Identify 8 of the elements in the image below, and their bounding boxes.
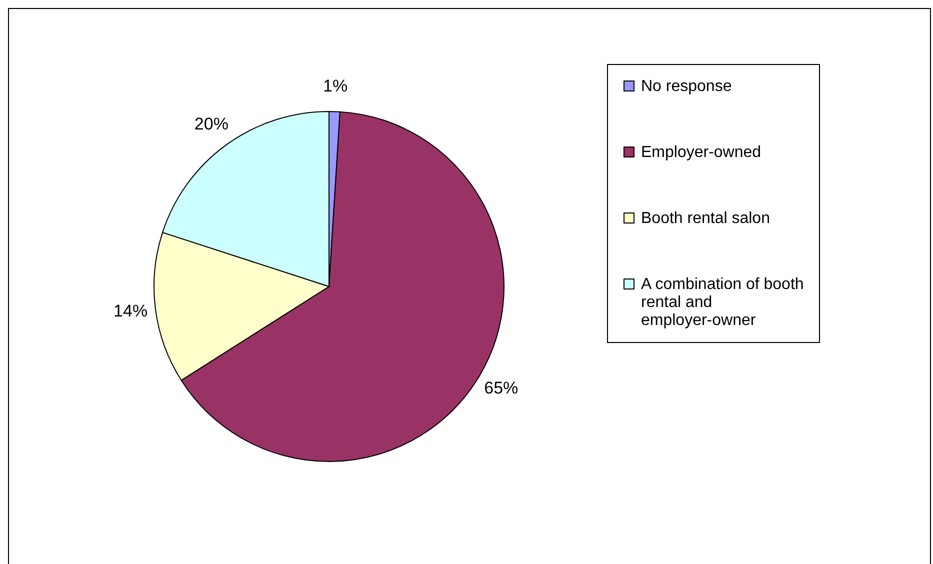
data-label: 14% [114,302,148,321]
data-label: 1% [322,76,348,96]
legend-label: No response [641,78,732,95]
legend-label: A combination of booth rental and employer-owner [641,276,804,329]
legend-label: Employer-owned [641,144,762,161]
data-label: 20% [194,114,228,134]
data-label: 65% [484,378,518,398]
legend-label: Booth rental salon [641,210,770,227]
